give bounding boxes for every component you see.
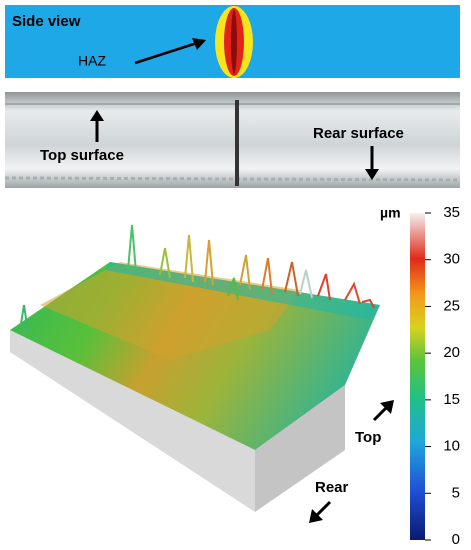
rear-direction-arrow bbox=[314, 500, 332, 518]
colorbar-tick-label: 30 bbox=[443, 251, 460, 268]
colorbar-tick-label: 5 bbox=[452, 484, 460, 501]
top-surface-label: Top surface bbox=[40, 147, 124, 164]
photo-edge bbox=[4, 176, 461, 182]
weld-seam bbox=[235, 100, 239, 186]
surface-ridge bbox=[105, 262, 380, 320]
photo-panel bbox=[5, 92, 460, 188]
colorbar bbox=[410, 213, 425, 540]
haz-label: HAZ bbox=[78, 53, 106, 69]
surface-spikes bbox=[19, 224, 375, 333]
haz-arrowhead bbox=[192, 38, 206, 50]
colorbar-tick-label: 0 bbox=[452, 531, 460, 548]
colorbar-tick-label: 35 bbox=[443, 204, 460, 221]
top-direction-label: Top bbox=[355, 429, 381, 446]
rear-surface-label: Rear surface bbox=[313, 125, 404, 142]
colorbar-tick-label: 15 bbox=[443, 391, 460, 408]
side-view-title: Side view bbox=[12, 13, 81, 30]
weld-center bbox=[231, 10, 237, 74]
surface-base-front bbox=[10, 330, 255, 512]
rear-direction-label: Rear bbox=[315, 479, 349, 496]
colorbar-unit: µm bbox=[380, 205, 401, 221]
rear-direction-arrowhead bbox=[309, 509, 323, 523]
colorbar-tick-label: 10 bbox=[443, 438, 460, 455]
rear-arrowhead bbox=[365, 169, 379, 180]
colorbar-ticks: 0 5 10 15 20 25 30 35 bbox=[425, 204, 460, 548]
colorbar-tick-label: 25 bbox=[443, 297, 460, 314]
top-arrowhead bbox=[90, 110, 104, 121]
surface-base-side bbox=[255, 385, 345, 512]
haz-arrow bbox=[134, 40, 201, 65]
colorbar-tick-label: 20 bbox=[443, 344, 460, 361]
top-direction-arrowhead bbox=[380, 400, 394, 414]
